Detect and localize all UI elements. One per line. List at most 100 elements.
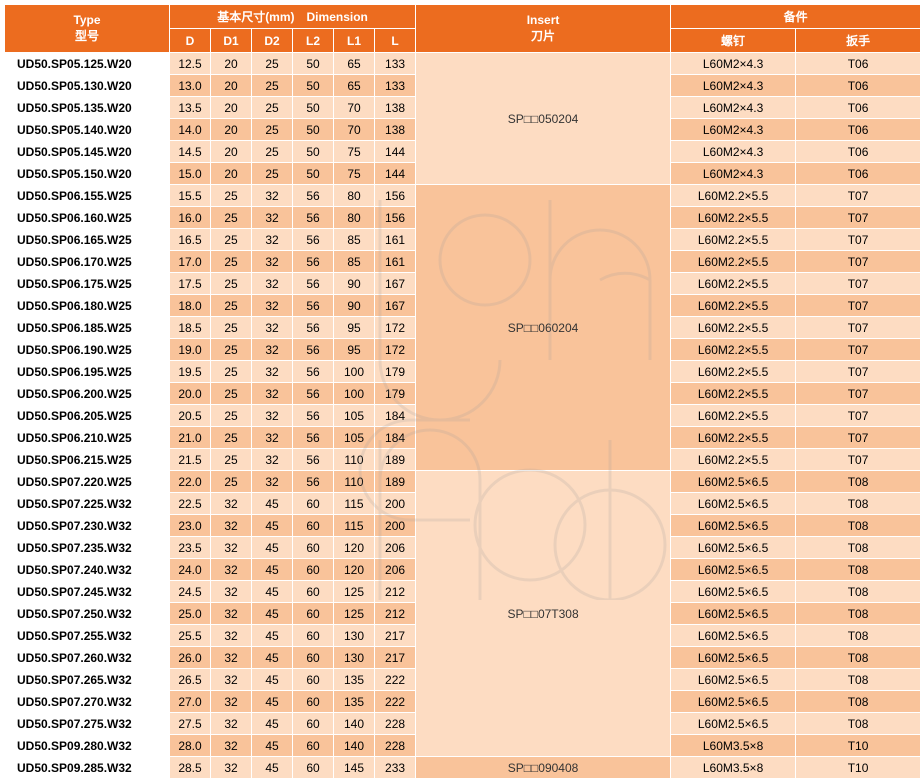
cell-D: 16.5: [170, 229, 211, 251]
table-row: UD50.SP07.220.W2522.0253256110189SP□□07T…: [5, 471, 921, 493]
cell-D1: 25: [211, 471, 252, 493]
cell-type: UD50.SP09.280.W32: [5, 735, 170, 757]
cell-D2: 25: [252, 53, 293, 75]
cell-L: 144: [375, 141, 416, 163]
cell-type: UD50.SP06.190.W25: [5, 339, 170, 361]
cell-screw: L60M2.2×5.5: [671, 449, 796, 471]
cell-wrench: T07: [796, 361, 921, 383]
cell-D1: 32: [211, 669, 252, 691]
cell-L2: 60: [293, 647, 334, 669]
cell-screw: L60M2.2×5.5: [671, 185, 796, 207]
cell-L: 222: [375, 691, 416, 713]
cell-D1: 20: [211, 163, 252, 185]
cell-L: 200: [375, 515, 416, 537]
spec-table: Type 型号 基本尺寸(mm) Dimension Insert 刀片 备件 …: [4, 4, 921, 779]
cell-L1: 75: [334, 141, 375, 163]
cell-D1: 32: [211, 537, 252, 559]
cell-L2: 56: [293, 449, 334, 471]
cell-type: UD50.SP07.225.W32: [5, 493, 170, 515]
cell-screw: L60M2.5×6.5: [671, 669, 796, 691]
cell-D: 27.5: [170, 713, 211, 735]
cell-L: 212: [375, 581, 416, 603]
cell-L2: 50: [293, 163, 334, 185]
cell-type: UD50.SP06.195.W25: [5, 361, 170, 383]
cell-wrench: T07: [796, 405, 921, 427]
cell-type: UD50.SP09.285.W32: [5, 757, 170, 779]
cell-screw: L60M2.2×5.5: [671, 317, 796, 339]
cell-L1: 115: [334, 493, 375, 515]
hdr-screw: 螺钉: [671, 29, 796, 53]
cell-D1: 32: [211, 559, 252, 581]
cell-screw: L60M2.2×5.5: [671, 427, 796, 449]
cell-L: 228: [375, 713, 416, 735]
cell-D: 27.0: [170, 691, 211, 713]
cell-L2: 50: [293, 141, 334, 163]
hdr-L1: L1: [334, 29, 375, 53]
cell-D2: 45: [252, 493, 293, 515]
cell-D: 25.0: [170, 603, 211, 625]
cell-D1: 25: [211, 317, 252, 339]
cell-wrench: T06: [796, 75, 921, 97]
cell-L2: 56: [293, 251, 334, 273]
cell-type: UD50.SP05.150.W20: [5, 163, 170, 185]
cell-L2: 60: [293, 581, 334, 603]
cell-L2: 60: [293, 493, 334, 515]
hdr-L2: L2: [293, 29, 334, 53]
hdr-D2: D2: [252, 29, 293, 53]
cell-D2: 25: [252, 119, 293, 141]
cell-L2: 56: [293, 185, 334, 207]
cell-type: UD50.SP06.215.W25: [5, 449, 170, 471]
cell-L2: 56: [293, 207, 334, 229]
cell-L: 228: [375, 735, 416, 757]
cell-D: 19.0: [170, 339, 211, 361]
cell-wrench: T07: [796, 185, 921, 207]
cell-L2: 60: [293, 669, 334, 691]
cell-screw: L60M2.5×6.5: [671, 581, 796, 603]
cell-D: 17.0: [170, 251, 211, 273]
cell-D1: 25: [211, 295, 252, 317]
cell-D2: 45: [252, 559, 293, 581]
cell-wrench: T08: [796, 559, 921, 581]
cell-D: 20.5: [170, 405, 211, 427]
cell-L2: 60: [293, 559, 334, 581]
cell-L2: 56: [293, 427, 334, 449]
cell-L: 167: [375, 273, 416, 295]
cell-D2: 32: [252, 207, 293, 229]
cell-D2: 25: [252, 163, 293, 185]
cell-D: 28.5: [170, 757, 211, 779]
cell-D2: 45: [252, 647, 293, 669]
cell-wrench: T07: [796, 427, 921, 449]
cell-insert: SP□□050204: [416, 53, 671, 185]
cell-L: 138: [375, 119, 416, 141]
cell-D1: 25: [211, 405, 252, 427]
cell-L1: 95: [334, 317, 375, 339]
cell-type: UD50.SP07.235.W32: [5, 537, 170, 559]
cell-L2: 60: [293, 713, 334, 735]
cell-D2: 32: [252, 317, 293, 339]
cell-L2: 56: [293, 405, 334, 427]
cell-D2: 45: [252, 515, 293, 537]
hdr-L: L: [375, 29, 416, 53]
cell-screw: L60M2.2×5.5: [671, 295, 796, 317]
cell-screw: L60M2×4.3: [671, 163, 796, 185]
cell-screw: L60M3.5×8: [671, 735, 796, 757]
cell-L: 133: [375, 53, 416, 75]
cell-L1: 130: [334, 625, 375, 647]
cell-D1: 25: [211, 273, 252, 295]
cell-D1: 20: [211, 75, 252, 97]
cell-D2: 32: [252, 273, 293, 295]
cell-L2: 56: [293, 229, 334, 251]
cell-D1: 25: [211, 449, 252, 471]
cell-D2: 45: [252, 735, 293, 757]
cell-wrench: T08: [796, 493, 921, 515]
cell-screw: L60M2.5×6.5: [671, 515, 796, 537]
cell-L: 206: [375, 537, 416, 559]
hdr-wrench: 扳手: [796, 29, 921, 53]
cell-L1: 100: [334, 383, 375, 405]
cell-D: 14.5: [170, 141, 211, 163]
cell-L: 217: [375, 625, 416, 647]
table-row: UD50.SP06.155.W2515.525325680156SP□□0602…: [5, 185, 921, 207]
cell-D2: 45: [252, 713, 293, 735]
cell-D2: 32: [252, 295, 293, 317]
cell-D1: 25: [211, 339, 252, 361]
